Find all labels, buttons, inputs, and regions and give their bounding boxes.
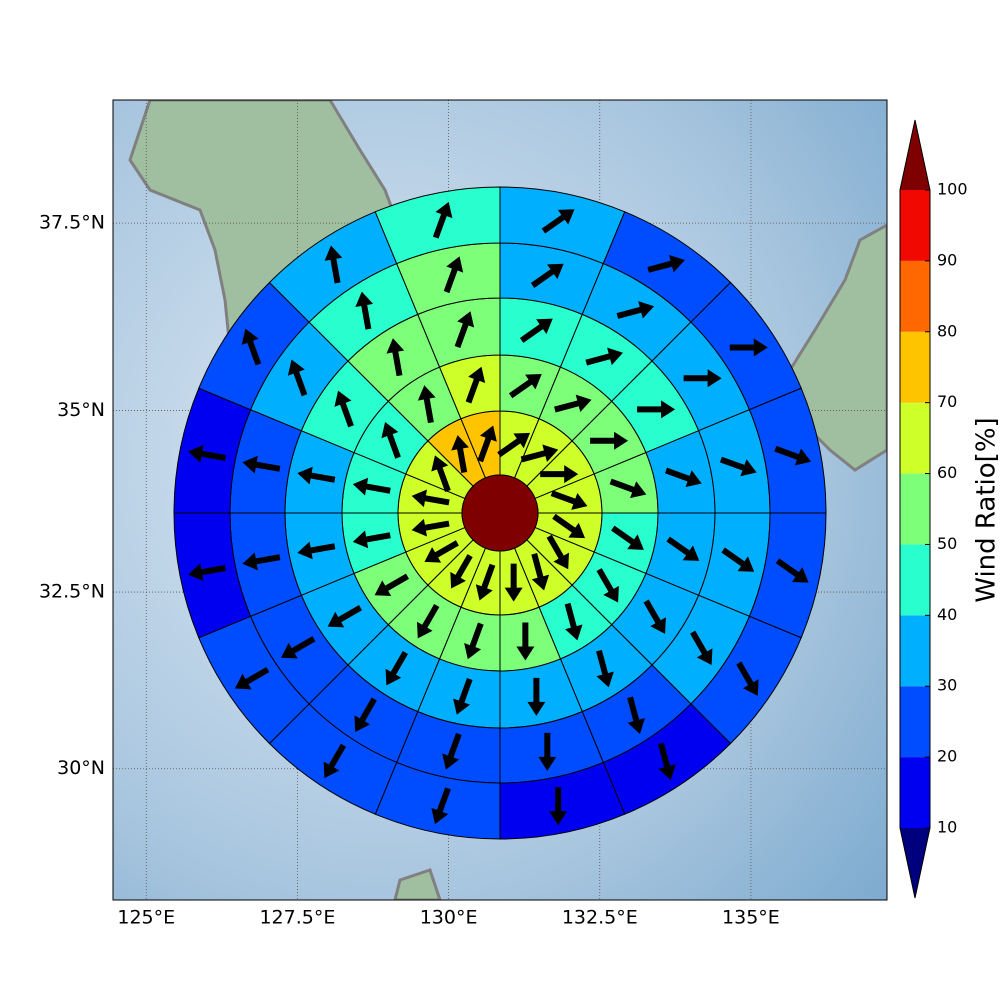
y-tick-label: 30°N (57, 757, 105, 779)
colorbar-over (900, 120, 930, 190)
colorbar-band (900, 332, 930, 403)
colorbar-tick-label: 10 (937, 818, 957, 837)
colorbar-tick-label: 50 (937, 534, 957, 553)
colorbar-band (900, 544, 930, 615)
colorbar-band (900, 757, 930, 828)
center-cell (462, 475, 538, 551)
colorbar-tick-label: 80 (937, 321, 957, 340)
x-tick-label: 130°E (420, 907, 478, 929)
colorbar-tick-label: 90 (937, 250, 957, 269)
colorbar-tick-label: 100 (937, 180, 968, 199)
y-tick-label: 37.5°N (39, 212, 105, 234)
colorbar-tick-label: 40 (937, 605, 957, 624)
colorbar-band (900, 474, 930, 545)
wind-cells (174, 187, 826, 839)
colorbar-tick-label: 20 (937, 747, 957, 766)
colorbar-tick-label: 30 (937, 676, 957, 695)
x-tick-label: 125°E (117, 907, 175, 929)
colorbar-band (900, 261, 930, 332)
colorbar-band (900, 615, 930, 686)
colorbar: 10 20 30 40 50 60 70 80 90 100 (900, 120, 968, 898)
colorbar-under (900, 828, 930, 898)
colorbar-band (900, 686, 930, 757)
x-tick-label: 135°E (722, 907, 780, 929)
y-tick-label: 35°N (57, 399, 105, 421)
colorbar-tick-label: 70 (937, 392, 957, 411)
colorbar-tick-label: 60 (937, 463, 957, 482)
y-tick-label: 32.5°N (39, 581, 105, 603)
colorbar-band (900, 190, 930, 261)
x-tick-label: 127.5°E (259, 907, 335, 929)
colorbar-label: Wind Ratio[%] (972, 417, 1000, 602)
colorbar-band (900, 403, 930, 474)
x-tick-label: 132.5°E (562, 907, 638, 929)
